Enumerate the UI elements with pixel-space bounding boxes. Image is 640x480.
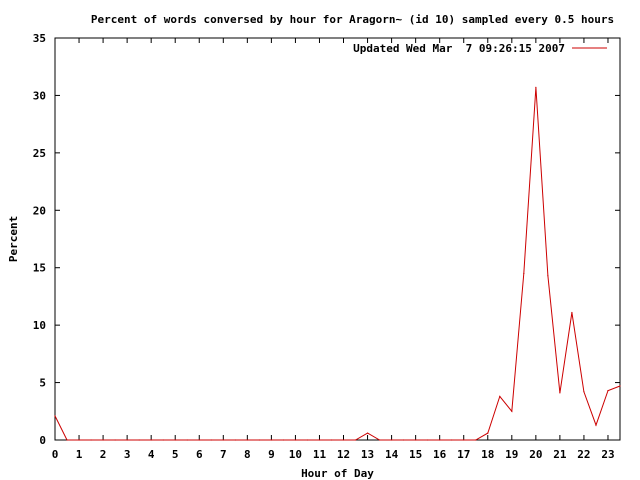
y-tick-label: 15 (33, 262, 46, 275)
x-tick-label: 14 (385, 448, 399, 461)
data-point (282, 439, 285, 441)
data-point (451, 439, 453, 441)
x-tick-label: 18 (481, 448, 494, 461)
y-tick-label: 5 (39, 377, 46, 390)
data-point (342, 439, 345, 441)
data-point (126, 439, 128, 441)
y-tick-label: 35 (33, 32, 46, 45)
data-point (583, 391, 585, 393)
data-point (54, 415, 56, 417)
data-point (559, 392, 561, 394)
x-tick-label: 19 (505, 448, 518, 461)
y-tick-label: 0 (39, 434, 46, 447)
data-point (306, 439, 309, 441)
data-point (427, 439, 429, 441)
data-point (174, 439, 176, 441)
y-tick-label: 20 (33, 204, 46, 217)
y-tick-labels: 0 5 10 15 20 25 30 35 (33, 32, 46, 447)
data-point (403, 439, 405, 441)
data-point (487, 432, 489, 434)
data-point (511, 410, 513, 412)
data-point (294, 439, 297, 441)
x-tick-label: 22 (577, 448, 590, 461)
x-tick-label: 23 (601, 448, 614, 461)
data-point (198, 439, 200, 441)
x-tick-label: 20 (529, 448, 542, 461)
data-point (535, 86, 537, 88)
data-point (366, 432, 369, 434)
data-point (210, 439, 212, 441)
legend-label: Updated Wed Mar 7 09:26:15 2007 (353, 42, 565, 55)
x-tick-label: 15 (409, 448, 422, 461)
data-point (246, 439, 248, 441)
x-tick-label: 21 (553, 448, 567, 461)
y-axis-label: Percent (7, 216, 20, 262)
x-tick-label: 17 (457, 448, 470, 461)
data-point (90, 439, 92, 441)
axis-ticks (54, 37, 620, 441)
series-line (54, 87, 621, 441)
data-point (78, 439, 80, 441)
x-tick-label: 3 (124, 448, 131, 461)
y-tick-label: 25 (33, 147, 46, 160)
data-point (571, 311, 573, 314)
x-tick-label: 7 (220, 448, 227, 461)
data-point (523, 272, 525, 275)
x-axis-label: Hour of Day (301, 467, 374, 480)
x-tick-label: 2 (100, 448, 107, 461)
legend: Updated Wed Mar 7 09:26:15 2007 (353, 42, 607, 55)
x-tick-label: 1 (76, 448, 83, 461)
data-point (390, 439, 393, 441)
data-point (415, 439, 417, 441)
chart-title: Percent of words conversed by hour for A… (91, 13, 614, 26)
data-point (475, 439, 477, 441)
data-point (595, 424, 597, 426)
series-group (54, 86, 621, 441)
data-point (186, 439, 188, 441)
data-point (258, 439, 260, 441)
x-tick-label: 6 (196, 448, 203, 461)
data-point (150, 439, 152, 441)
data-point (378, 439, 381, 441)
x-tick-label: 13 (361, 448, 374, 461)
data-point (607, 390, 609, 392)
x-tick-label: 11 (313, 448, 327, 461)
data-point (162, 439, 164, 441)
x-tick-label: 10 (289, 448, 302, 461)
data-point (138, 439, 140, 441)
x-tick-label: 9 (268, 448, 275, 461)
data-point (547, 275, 549, 277)
y-tick-label: 30 (33, 89, 46, 102)
data-point (114, 439, 116, 441)
x-tick-label: 8 (244, 448, 251, 461)
data-point (234, 439, 236, 441)
data-point (222, 439, 224, 441)
data-point (66, 439, 68, 441)
x-tick-labels: 0 1 2 3 4 5 6 7 8 9 10 11 12 13 14 15 16 17 18 19 20 21 22 23 (52, 448, 615, 461)
x-tick-label: 4 (148, 448, 155, 461)
data-point (499, 395, 501, 397)
x-tick-label: 12 (337, 448, 350, 461)
data-point (354, 439, 357, 441)
data-point (330, 439, 333, 441)
data-point (318, 439, 321, 441)
x-tick-label: 16 (433, 448, 447, 461)
x-tick-label: 5 (172, 448, 179, 461)
data-point (439, 439, 441, 441)
x-tick-label: 0 (52, 448, 59, 461)
y-tick-label: 10 (33, 319, 46, 332)
data-point (619, 385, 621, 387)
data-point (102, 439, 104, 441)
data-point (270, 439, 272, 441)
data-point (463, 439, 465, 441)
